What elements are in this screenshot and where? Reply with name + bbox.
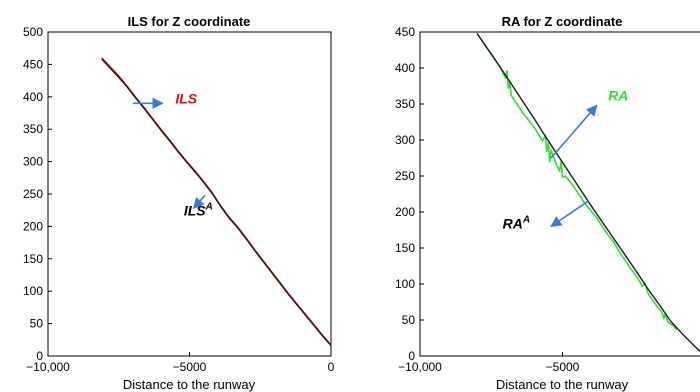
y-tick-label: 150 xyxy=(23,252,43,266)
y-tick-label: 100 xyxy=(395,277,415,291)
y-tick-label: 450 xyxy=(23,57,43,71)
annotation-arrow xyxy=(550,200,589,228)
y-tick-label: 450 xyxy=(395,25,415,39)
annotation-group: ILS ILSA xyxy=(132,90,213,218)
series-line-ils xyxy=(101,57,332,346)
y-tick-label: 150 xyxy=(395,241,415,255)
y-tick-label: 250 xyxy=(23,187,43,201)
y-tick-label: 200 xyxy=(395,205,415,219)
y-tick-label: 400 xyxy=(395,61,415,75)
annotation-label: RA xyxy=(608,87,628,103)
y-tick-label: 300 xyxy=(23,155,43,169)
x-tick-label: −5000 xyxy=(546,360,580,374)
x-axis-label: Distance to the runway xyxy=(496,377,629,392)
x-tick-label: −10,000 xyxy=(398,360,442,374)
y-tick-label: 200 xyxy=(23,219,43,233)
annotation-label: RAA xyxy=(503,215,530,232)
annotation-label: ILS xyxy=(175,90,197,106)
chart-title: ILS for Z coordinate xyxy=(128,14,251,29)
axis-ticks: 0 50 100 150 200 250 300 350 400 450 500 −10,000 −50… xyxy=(23,25,335,374)
x-tick-label: −5000 xyxy=(173,360,207,374)
annotation-arrow xyxy=(193,194,206,210)
y-tick-label: 250 xyxy=(395,169,415,183)
x-tick-label: −10,000 xyxy=(26,360,70,374)
series-group xyxy=(101,57,332,347)
plot-frame xyxy=(47,31,332,357)
y-tick-label: 350 xyxy=(23,122,43,136)
ra-chart-panel: RA for Z coordinate 0 50 100 150 200 250 300 35… xyxy=(395,14,700,392)
x-axis-label: Distance to the runway xyxy=(123,377,256,392)
y-tick-label: 50 xyxy=(402,313,416,327)
annotation-label: ILSA xyxy=(184,201,213,218)
y-tick-label: 350 xyxy=(395,97,415,111)
x-tick-label: 0 xyxy=(328,360,335,374)
y-tick-label: 400 xyxy=(23,90,43,104)
series-group xyxy=(476,32,700,353)
chart-title: RA for Z coordinate xyxy=(502,14,623,29)
annotation-group: RA RAA xyxy=(503,87,629,231)
series-line-raa xyxy=(476,33,700,353)
y-tick-label: 50 xyxy=(30,317,44,331)
y-tick-label: 0 xyxy=(408,349,415,363)
series-line-ra xyxy=(476,32,678,331)
y-tick-label: 500 xyxy=(23,25,43,39)
y-tick-label: 0 xyxy=(36,349,43,363)
y-tick-label: 300 xyxy=(395,133,415,147)
annotation-arrow xyxy=(550,104,598,159)
ils-chart-panel: ILS for Z coordinate 0 50 100 150 200 250 300 3… xyxy=(23,14,335,392)
y-tick-label: 100 xyxy=(23,284,43,298)
